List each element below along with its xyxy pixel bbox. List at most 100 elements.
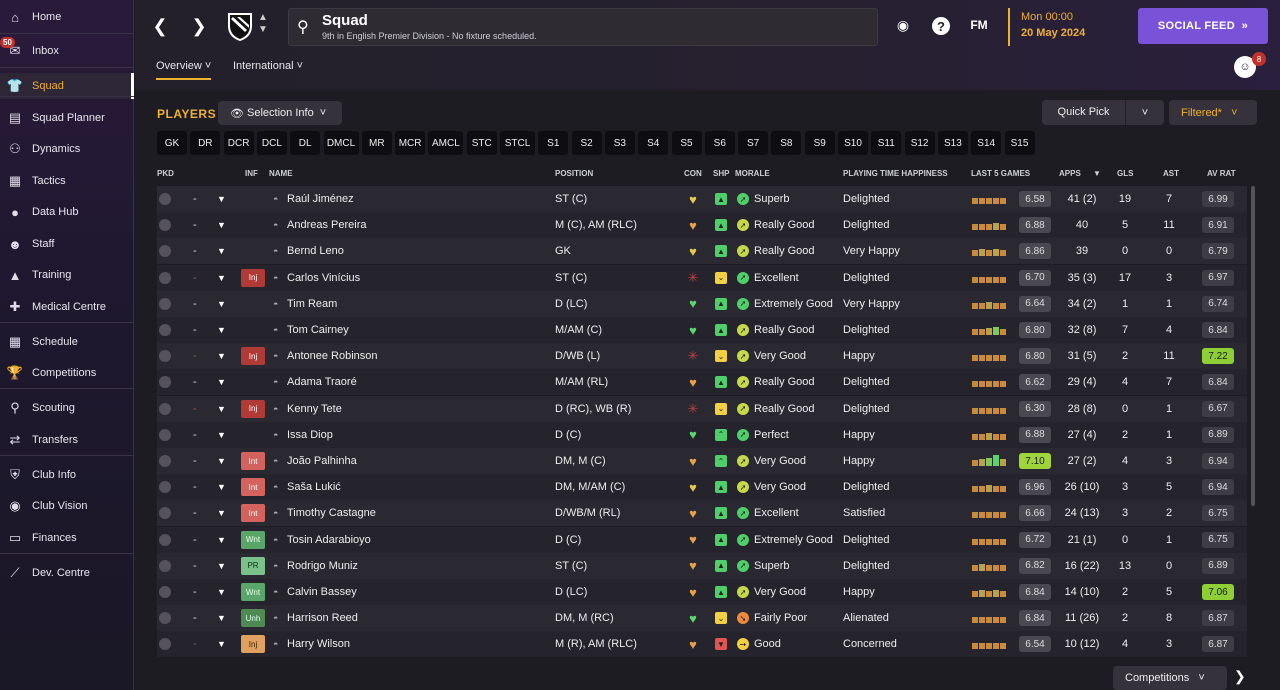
table-row[interactable]: - ▼ Int ◓ Saša Lukić DM, M/AM (C) ♥ ▲ ➚ Very Good… — [157, 474, 1247, 501]
sidebar-item-scouting[interactable]: ⚲ Scouting — [0, 395, 134, 421]
table-row[interactable]: - ▼ ◓ Tom Cairney M/AM (C) ♥ ▲ ➚ Really Good Deli… — [157, 317, 1247, 343]
table-row[interactable]: - ▼ ◓ Bernd Leno GK ♥ ▲ ➚ Really Good Very Happy 6… — [157, 238, 1247, 265]
tab-overview[interactable]: Overview ˅ — [156, 60, 212, 80]
table-row[interactable]: - ▼ Inj ◓ Carlos Vinícius ST (C) ✳ ⌄ ➚ Excellent D… — [157, 264, 1247, 291]
table-row[interactable]: - ▼ Int ◓ João Palhinha DM, M (C) ♥ ⌃ ➚ Very Good… — [157, 448, 1247, 474]
position-button[interactable]: S14 — [971, 131, 1002, 155]
player-name[interactable]: Antonee Robinson — [287, 350, 378, 363]
player-name[interactable]: Harry Wilson — [287, 638, 350, 651]
chevron-down-icon[interactable]: ▼ — [217, 482, 226, 493]
sidebar-item-training[interactable]: ▲ Training — [0, 262, 134, 288]
sidebar-item-tactics[interactable]: ▦ Tactics — [0, 168, 134, 194]
pick-checkbox[interactable] — [157, 265, 173, 291]
column-header[interactable]: PKD — [157, 169, 174, 178]
sidebar-item-data-hub[interactable]: ● Data Hub — [0, 199, 134, 225]
table-row[interactable]: - ▼ Wnt ◓ Calvin Bassey D (LC) ♥ ▲ ➚ Very Good Hap… — [157, 579, 1247, 605]
pick-checkbox[interactable] — [157, 605, 173, 631]
column-header[interactable]: MORALE — [735, 169, 770, 178]
position-button[interactable]: S12 — [904, 131, 935, 155]
sidebar-item-squad[interactable]: 👕 Squad — [0, 73, 134, 99]
sidebar-item-club-info[interactable]: ⛨ Club Info — [0, 462, 134, 488]
position-button[interactable]: S2 — [571, 131, 602, 155]
sidebar-item-competitions[interactable]: 🏆 Competitions — [0, 360, 134, 386]
pick-checkbox[interactable] — [157, 396, 173, 422]
chevron-down-icon[interactable]: ▼ — [217, 325, 226, 335]
table-row[interactable]: - ▼ Inj ◓ Kenny Tete D (RC), WB (R) ✳ ⌄ ➚ Really … — [157, 395, 1247, 422]
pick-checkbox[interactable] — [157, 553, 173, 579]
pick-checkbox[interactable] — [157, 422, 173, 448]
position-button[interactable]: DR — [190, 131, 221, 155]
sidebar-item-dynamics[interactable]: ⚇ Dynamics — [0, 136, 134, 162]
player-name[interactable]: Saša Lukić — [287, 481, 341, 494]
position-button[interactable]: S4 — [638, 131, 669, 155]
back-arrow-icon[interactable]: ❮ — [152, 15, 168, 36]
column-header[interactable]: AST — [1163, 169, 1179, 178]
sidebar-item-home[interactable]: ⌂ Home — [0, 4, 134, 30]
sidebar-item-dev-centre[interactable]: ⟋ Dev. Centre — [0, 560, 134, 586]
tab-international[interactable]: International ˅ — [233, 60, 304, 72]
club-switch-icon[interactable]: ▲ ▼ — [258, 12, 268, 35]
position-button[interactable]: S5 — [671, 131, 702, 155]
column-header[interactable]: CON — [684, 169, 702, 178]
position-button[interactable]: S6 — [704, 131, 735, 155]
pick-checkbox[interactable] — [157, 448, 173, 474]
quick-pick-button[interactable]: Quick Pick ˅ — [1042, 100, 1164, 125]
position-button[interactable]: S15 — [1004, 131, 1035, 155]
column-header[interactable]: LAST 5 GAMES — [971, 169, 1031, 178]
player-name[interactable]: Tosin Adarabioyo — [287, 533, 371, 546]
people-icon[interactable]: ☺ — [1234, 56, 1256, 78]
player-name[interactable]: Harrison Reed — [287, 612, 358, 625]
column-header[interactable]: SHP — [713, 169, 730, 178]
table-row[interactable]: - ▼ Int ◓ Timothy Castagne D/WB/M (RL) ♥ ▲ ➚ Exce… — [157, 500, 1247, 527]
position-button[interactable]: GK — [157, 131, 187, 155]
club-crest-icon[interactable] — [225, 10, 255, 42]
sidebar-item-staff[interactable]: ☻ Staff — [0, 231, 134, 257]
chevron-down-icon[interactable]: ▼ — [217, 508, 226, 519]
column-header[interactable]: GLS — [1117, 169, 1134, 178]
scrollbar[interactable] — [1251, 186, 1255, 506]
assistant-icon[interactable]: ◉ — [896, 16, 910, 33]
table-row[interactable]: - ▼ Inj ◓ Harry Wilson M (R), AM (RLC) ♥ ▼ ➙ Good… — [157, 631, 1247, 658]
table-row[interactable]: - ▼ ◓ Tim Ream D (LC) ♥ ▲ ➚ Extremely Good Very H… — [157, 290, 1247, 317]
filter-dropdown[interactable]: Filtered* ˅ — [1169, 100, 1257, 125]
pick-checkbox[interactable] — [157, 369, 173, 395]
table-row[interactable]: - ▼ ◓ Adama Traoré M/AM (RL) ♥ ▲ ➚ Really Good De… — [157, 369, 1247, 396]
chevron-down-icon[interactable]: ˅ — [1141, 106, 1149, 119]
position-button[interactable]: STCL — [500, 131, 535, 155]
player-name[interactable]: Bernd Leno — [287, 245, 344, 258]
column-header[interactable]: PLAYING TIME HAPPINESS — [843, 169, 948, 178]
sidebar-item-club-vision[interactable]: ◉ Club Vision — [0, 493, 134, 519]
sort-desc-icon[interactable]: ▼ — [1093, 169, 1101, 178]
position-button[interactable]: DMCL — [323, 131, 359, 155]
chevron-down-icon[interactable]: ▼ — [217, 298, 226, 309]
player-name[interactable]: Andreas Pereira — [287, 219, 367, 232]
social-feed-button[interactable]: SOCIAL FEED » — [1138, 8, 1268, 44]
position-button[interactable]: DCR — [223, 131, 254, 155]
pick-checkbox[interactable] — [157, 474, 173, 500]
pick-checkbox[interactable] — [157, 212, 173, 238]
chevron-down-icon[interactable]: ▼ — [217, 456, 226, 466]
search-icon[interactable]: ⚲ — [297, 19, 309, 36]
column-header[interactable]: NAME — [269, 169, 293, 178]
help-icon[interactable]: ? — [932, 17, 950, 35]
column-header[interactable]: AV RAT — [1207, 169, 1236, 178]
player-name[interactable]: Calvin Bassey — [287, 586, 357, 598]
pick-checkbox[interactable] — [157, 291, 173, 317]
forward-arrow-icon[interactable]: ❯ — [191, 15, 207, 36]
position-button[interactable]: AMCL — [428, 131, 464, 155]
chevron-down-icon[interactable]: ▼ — [217, 377, 226, 388]
pick-checkbox[interactable] — [157, 186, 173, 212]
pick-checkbox[interactable] — [157, 238, 173, 264]
column-header[interactable]: POSITION — [555, 169, 594, 178]
player-name[interactable]: João Palhinha — [287, 455, 357, 467]
chevron-down-icon[interactable]: ▼ — [217, 613, 226, 624]
pick-checkbox[interactable] — [157, 631, 173, 657]
chevron-down-icon[interactable]: ▼ — [217, 351, 226, 362]
chevron-down-icon[interactable]: ▼ — [217, 560, 226, 571]
position-button[interactable]: S9 — [804, 131, 835, 155]
table-row[interactable]: - ▼ PR ◓ Rodrigo Muniz ST (C) ♥ ▲ ➚ Superb Delight… — [157, 552, 1247, 579]
player-name[interactable]: Tom Cairney — [287, 324, 349, 336]
chevron-down-icon[interactable]: ▼ — [217, 272, 226, 283]
table-row[interactable]: - ▼ ◓ Issa Diop D (C) ♥ ⌃ ➚ Perfect Happy 6.88 27 (… — [157, 421, 1247, 448]
sidebar-item-schedule[interactable]: ▦ Schedule — [0, 329, 134, 355]
